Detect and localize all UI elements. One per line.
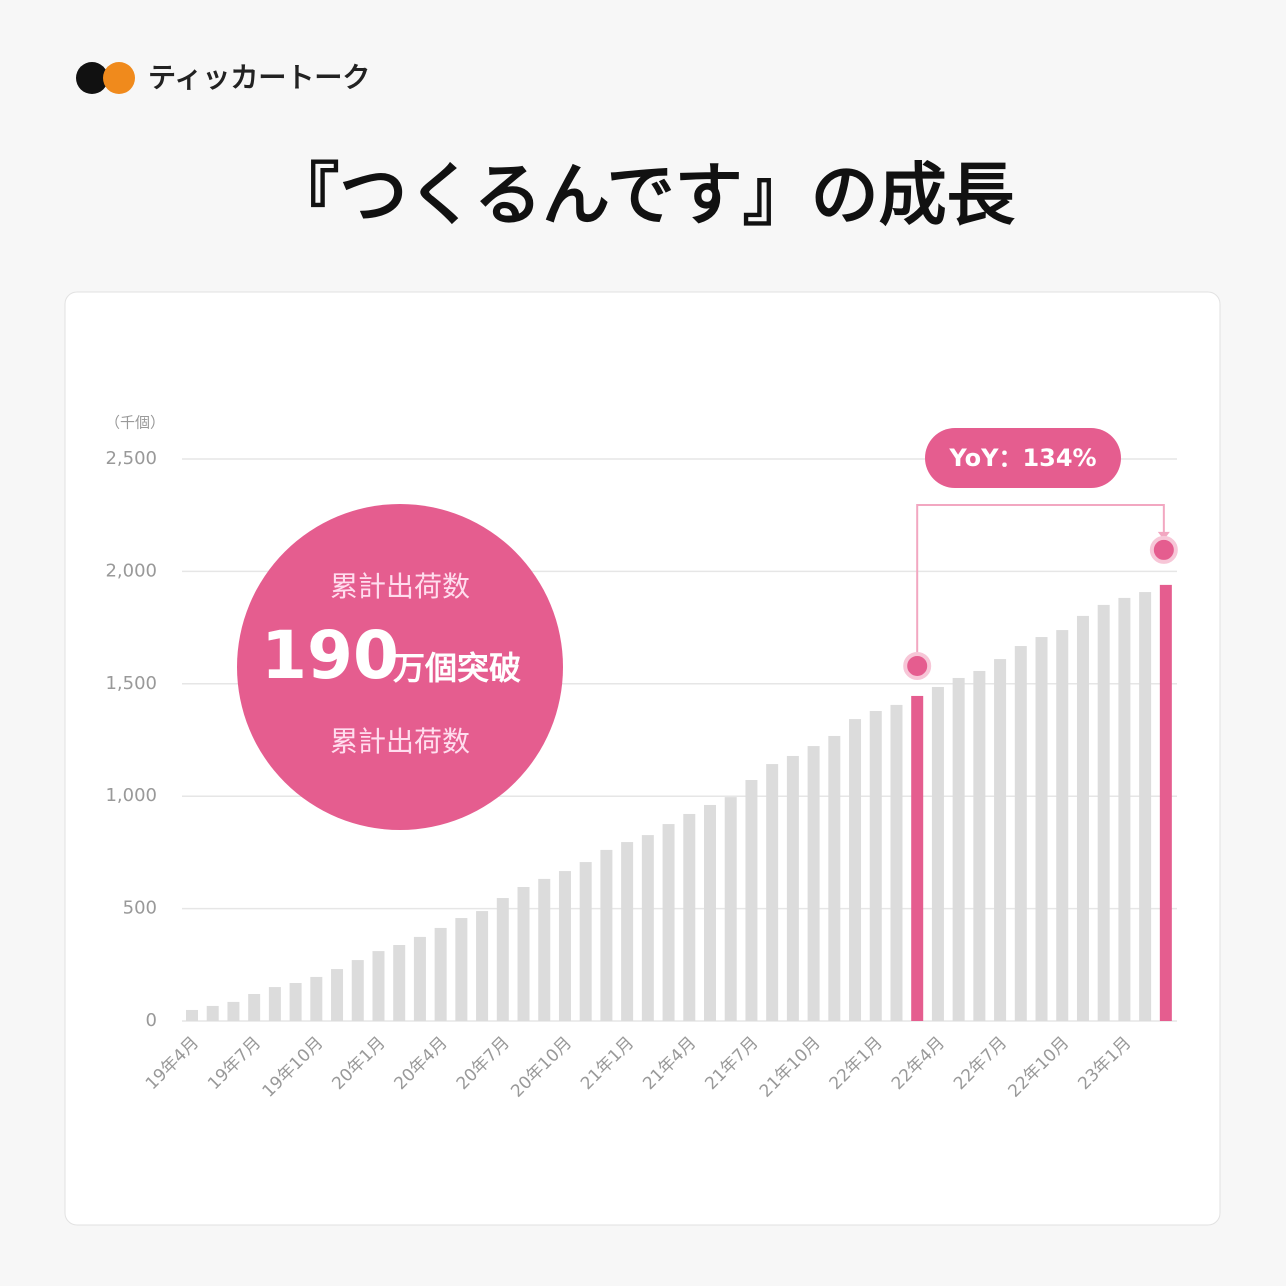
bar [994,659,1007,1021]
y-unit: （千個） [105,414,165,432]
bar [1035,637,1048,1021]
bar [931,686,944,1021]
bar [268,987,281,1021]
bar [496,898,509,1021]
bar [393,945,406,1021]
badge [925,428,1121,488]
bar [1118,597,1131,1021]
bar [662,824,675,1021]
bar [621,842,634,1021]
bar [745,780,758,1021]
bar [434,927,447,1021]
callout-suffix: 万個突破 [393,649,521,687]
bar [538,878,551,1021]
bar [973,670,986,1021]
callout-circle [237,504,563,830]
bar [186,1009,198,1021]
bar [227,1001,240,1021]
bar [1056,630,1069,1021]
logo-dot [103,62,135,94]
bar [1159,584,1172,1021]
bar [579,862,592,1021]
bar [558,871,571,1021]
bar [206,1005,219,1021]
marker-dot [1149,535,1178,564]
callout-bottom: 累計出荷数 [330,725,470,758]
y-tick-label: 1,500 [105,673,157,694]
bar [828,735,841,1021]
bar [807,746,820,1021]
bar [455,918,468,1021]
bar [1097,604,1110,1021]
bar [704,804,716,1021]
bar [641,835,654,1021]
y-tick-label: 500 [123,898,157,919]
bar [724,797,737,1021]
bar [413,936,426,1021]
bar [766,764,779,1021]
bar [683,813,696,1021]
bar [911,695,924,1021]
bar [331,969,344,1021]
y-tick-label: 1,000 [105,785,157,806]
bar [600,849,613,1021]
bar [1076,615,1089,1021]
callout-top: 累計出荷数 [330,570,470,603]
bar [476,911,489,1021]
bar [869,711,882,1021]
chart-title: 『つくるんです』の成長 [271,157,1015,236]
y-tick-label: 2,000 [105,560,157,581]
bar [890,704,903,1021]
y-tick-label: 0 [146,1010,157,1031]
brand: ティッカートーク [148,61,370,94]
bar [372,951,385,1021]
bar [310,976,323,1021]
bar [248,994,261,1021]
badge-text: YoY：134% [948,444,1096,472]
bar [1139,592,1152,1021]
bar [1014,646,1027,1021]
bar [289,983,302,1021]
callout-number: 190 [261,617,399,694]
bar [849,719,862,1021]
logo-dot [76,62,108,94]
y-tick-label: 2,500 [105,448,157,469]
connector [916,504,1165,654]
marker-dot [903,651,932,680]
bar [517,887,530,1021]
bar [952,677,965,1021]
bar [351,960,364,1021]
bar [786,755,799,1021]
